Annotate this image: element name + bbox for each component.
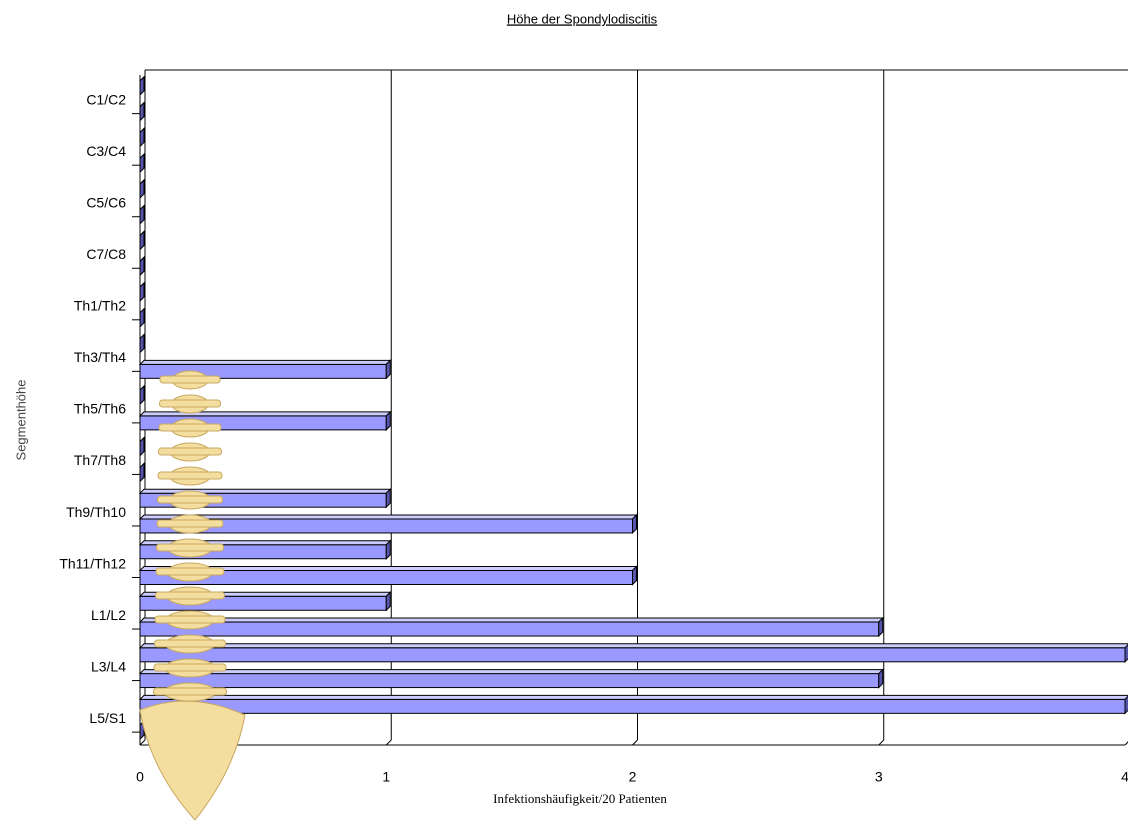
bar bbox=[140, 232, 144, 250]
vertebra-process bbox=[159, 424, 221, 431]
bar bbox=[140, 180, 144, 198]
x-tick-label: 0 bbox=[136, 769, 144, 785]
bar bbox=[140, 309, 144, 327]
vertebra-process bbox=[154, 664, 226, 671]
bar-face bbox=[140, 622, 879, 636]
bar bbox=[140, 128, 144, 146]
y-tick-label: C1/C2 bbox=[86, 91, 126, 107]
y-tick-label: L1/L2 bbox=[91, 607, 126, 623]
x-tick-label: 3 bbox=[875, 769, 883, 785]
x-tick bbox=[386, 740, 391, 745]
bar-side bbox=[140, 257, 144, 275]
bar-side bbox=[633, 515, 637, 533]
chart: Höhe der Spondylodiscitis Infektionshäuf… bbox=[0, 0, 1128, 827]
bar-side bbox=[140, 154, 144, 172]
vertebra-process bbox=[158, 496, 223, 503]
vertebra-process bbox=[155, 640, 226, 647]
bar-side bbox=[140, 283, 144, 301]
bar-top bbox=[140, 670, 883, 674]
bar bbox=[140, 257, 144, 275]
vertebra-process bbox=[160, 376, 220, 383]
bar bbox=[140, 695, 1128, 713]
bar-top bbox=[140, 360, 390, 364]
bar-side bbox=[386, 360, 390, 378]
bar-top bbox=[140, 695, 1128, 699]
bar-side bbox=[140, 463, 144, 481]
x-axis-label: Infektionshäufigkeit/20 Patienten bbox=[493, 791, 667, 806]
vertebra-process bbox=[157, 520, 223, 527]
bar-side bbox=[140, 386, 144, 404]
vertebra-process bbox=[157, 544, 224, 551]
bar bbox=[140, 670, 883, 688]
bar bbox=[140, 206, 144, 224]
vertebra-process bbox=[156, 592, 225, 599]
bar-side bbox=[386, 412, 390, 430]
x-tick-label: 4 bbox=[1121, 769, 1128, 785]
bar-face bbox=[140, 648, 1125, 662]
y-axis-label: Segmenthöhe bbox=[13, 380, 28, 461]
bar bbox=[140, 438, 144, 456]
bar-side bbox=[140, 438, 144, 456]
bar-top bbox=[140, 618, 883, 622]
y-tick-label: Th11/Th12 bbox=[59, 555, 126, 571]
vertebra-process bbox=[158, 472, 222, 479]
bar bbox=[140, 283, 144, 301]
y-tick-label: Th3/Th4 bbox=[74, 349, 126, 365]
y-tick-label: L5/S1 bbox=[89, 710, 126, 726]
sacrum bbox=[140, 701, 245, 820]
bar-side bbox=[140, 309, 144, 327]
bar-side bbox=[386, 489, 390, 507]
bar-top bbox=[140, 412, 390, 416]
vertebra-process bbox=[156, 568, 224, 575]
bar-top bbox=[140, 515, 637, 519]
vertebra-process bbox=[160, 400, 221, 407]
bar-side bbox=[140, 103, 144, 121]
bar bbox=[140, 77, 144, 95]
y-tick-label: Th1/Th2 bbox=[74, 298, 126, 314]
bar-side bbox=[386, 592, 390, 610]
bar bbox=[140, 463, 144, 481]
y-tick-label: Th7/Th8 bbox=[74, 452, 126, 468]
bar bbox=[140, 618, 883, 636]
bar-side bbox=[386, 541, 390, 559]
y-tick-label: C7/C8 bbox=[86, 246, 126, 262]
x-tick bbox=[879, 740, 884, 745]
y-tick-label: Th9/Th10 bbox=[66, 504, 126, 520]
chart-title: Höhe der Spondylodiscitis bbox=[507, 11, 658, 26]
bar-side bbox=[140, 180, 144, 198]
bar-side bbox=[140, 206, 144, 224]
bar-face bbox=[140, 674, 879, 688]
bar bbox=[140, 103, 144, 121]
x-tick bbox=[633, 740, 638, 745]
vertebra-process bbox=[154, 688, 227, 695]
bar bbox=[140, 644, 1128, 662]
bar-side bbox=[140, 128, 144, 146]
bar-top bbox=[140, 644, 1128, 648]
vertebra-process bbox=[155, 616, 225, 623]
bar-side bbox=[140, 335, 144, 353]
bar-side bbox=[879, 670, 883, 688]
bar-face bbox=[140, 699, 1125, 713]
y-tick-label: C3/C4 bbox=[86, 143, 126, 159]
x-tick-label: 1 bbox=[382, 769, 390, 785]
y-tick-label: L3/L4 bbox=[91, 658, 126, 674]
bar bbox=[140, 154, 144, 172]
bar-side bbox=[140, 77, 144, 95]
bar-side bbox=[879, 618, 883, 636]
y-tick-label: Th5/Th6 bbox=[74, 401, 126, 417]
bar bbox=[140, 386, 144, 404]
bar-side bbox=[633, 567, 637, 585]
x-tick bbox=[140, 740, 145, 745]
bar-side bbox=[140, 232, 144, 250]
vertebra-process bbox=[159, 448, 222, 455]
y-tick-label: C5/C6 bbox=[86, 195, 126, 211]
bar bbox=[140, 335, 144, 353]
x-tick-label: 2 bbox=[629, 769, 637, 785]
